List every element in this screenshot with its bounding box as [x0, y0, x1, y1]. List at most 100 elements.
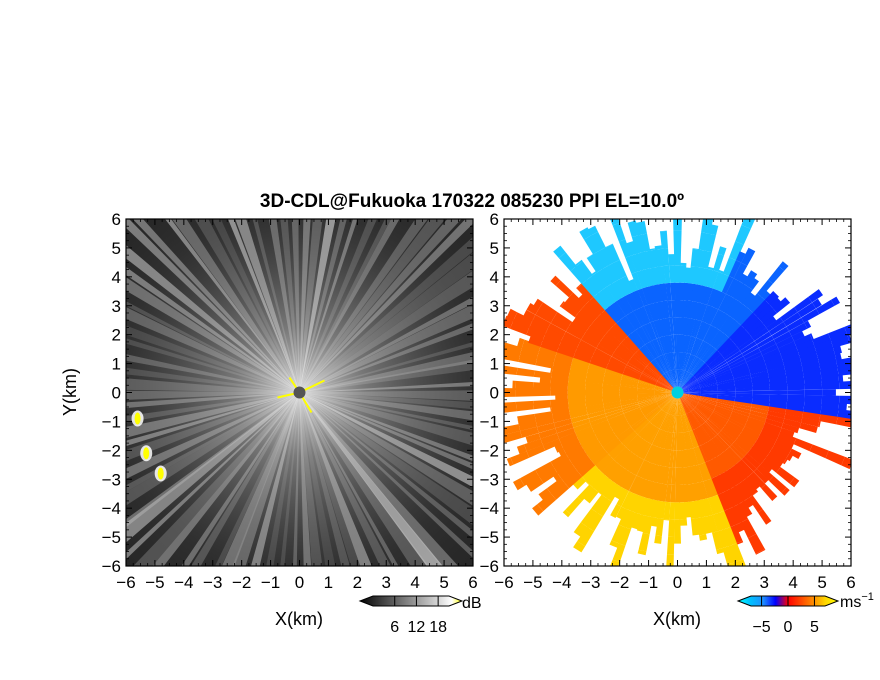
- velocity-colorbar-unit: ms−1: [840, 591, 874, 611]
- velocity-cell: [665, 397, 675, 413]
- velocity-cell: [660, 376, 674, 389]
- velocity-cell: [646, 499, 657, 518]
- y-tick-label: −4: [480, 499, 499, 518]
- y-tick-label: 1: [490, 355, 499, 374]
- intensity-panel: −6 −5 −4 −3 −2 −1 0 1 2 3 4 5 6 −6−5−4−3−2−10123456 …: [60, 210, 478, 629]
- x-tick-label: 5: [439, 573, 448, 592]
- velocity-cell: [661, 336, 668, 354]
- velocity-cell: [752, 386, 770, 391]
- velocity-cell: [766, 317, 784, 332]
- velocity-cell: [636, 252, 648, 271]
- velocity-cell: [656, 337, 665, 355]
- velocity-cell: [777, 431, 797, 445]
- velocity-cell: [717, 529, 730, 549]
- velocity-cell: [626, 362, 643, 374]
- velocity-cell: [641, 403, 658, 414]
- velocity-cell: [563, 440, 582, 455]
- velocity-cell: [629, 414, 645, 427]
- velocity-cell: [715, 373, 734, 382]
- velocity-cell: [735, 387, 753, 392]
- velocity-cell: [681, 377, 696, 389]
- velocity-cell: [570, 265, 588, 285]
- velocity-cell: [550, 406, 552, 412]
- velocity-cell: [695, 284, 704, 303]
- velocity-cell: [734, 559, 746, 566]
- velocity-cell: [645, 406, 661, 420]
- velocity-cell: [673, 432, 677, 451]
- velocity-cell: [632, 417, 648, 431]
- intensity-y-axis-title: Y(km): [60, 368, 80, 416]
- velocity-cell: [744, 422, 763, 434]
- velocity-cell: [687, 336, 694, 354]
- velocity-cell: [634, 221, 647, 236]
- velocity-cell: [753, 468, 769, 484]
- velocity-cell: [610, 325, 626, 341]
- velocity-cell: [679, 398, 685, 415]
- velocity-cell: [600, 337, 618, 352]
- velocity-cell: [538, 488, 552, 501]
- velocity-cell: [665, 335, 672, 353]
- velocity-cell: [638, 441, 650, 459]
- velocity-cell: [736, 334, 753, 349]
- velocity-cell: [552, 414, 571, 423]
- velocity-cell: [752, 299, 771, 318]
- velocity-cell: [628, 475, 641, 494]
- y-tick-label: −3: [102, 470, 121, 489]
- velocity-cell: [837, 364, 851, 376]
- velocity-cell: [683, 393, 700, 399]
- velocity-cell: [658, 378, 673, 390]
- velocity-cell: [681, 396, 695, 410]
- velocity-cell: [575, 426, 593, 437]
- velocity-cell: [632, 438, 646, 456]
- velocity-cell: [576, 343, 595, 356]
- velocity-cell: [776, 467, 795, 484]
- velocity-cell: [729, 359, 747, 370]
- velocity-cell: [583, 331, 601, 345]
- velocity-cell: [683, 393, 701, 398]
- y-tick-label: 6: [112, 210, 121, 229]
- velocity-cell: [687, 356, 697, 373]
- velocity-cell: [585, 327, 604, 342]
- velocity-cell: [664, 414, 672, 432]
- velocity-cell: [622, 403, 640, 411]
- velocity-cell: [735, 462, 751, 479]
- velocity-cell: [659, 230, 667, 232]
- velocity-cell: [605, 243, 613, 248]
- velocity-cell: [661, 431, 668, 449]
- velocity-cell: [592, 474, 610, 493]
- velocity-cell: [680, 372, 691, 388]
- velocity-cell: [638, 379, 656, 387]
- velocity-cell: [607, 441, 624, 457]
- velocity-cell: [755, 549, 766, 555]
- velocity-cell: [644, 406, 660, 418]
- velocity-cell: [705, 233, 716, 253]
- x-tick-label: 2: [353, 573, 362, 592]
- velocity-cell: [637, 388, 655, 392]
- velocity-colorbar-ticks: −5 0 5: [752, 596, 819, 636]
- velocity-cell: [624, 473, 637, 491]
- velocity-cell: [693, 363, 707, 377]
- velocity-cell: [636, 459, 648, 478]
- velocity-cell: [664, 397, 675, 413]
- velocity-cell: [748, 413, 767, 423]
- velocity-cell: [721, 490, 735, 510]
- velocity-cell: [678, 398, 683, 416]
- velocity-cell: [673, 230, 682, 248]
- velocity-cell: [584, 235, 601, 255]
- velocity-cell: [663, 373, 675, 388]
- velocity-cell: [695, 446, 706, 464]
- velocity-cell: [623, 407, 641, 416]
- velocity-cell: [713, 410, 730, 421]
- velocity-cell: [699, 398, 717, 404]
- velocity-cell: [584, 480, 590, 486]
- velocity-cell: [768, 406, 787, 415]
- velocity-cell: [654, 389, 672, 392]
- velocity-cell: [659, 355, 669, 372]
- velocity-cell: [553, 457, 573, 474]
- strong-echo: [143, 447, 150, 460]
- velocity-cell: [638, 381, 656, 387]
- velocity-cell: [667, 467, 673, 485]
- velocity-cell: [718, 391, 736, 394]
- velocity-cell: [677, 398, 678, 416]
- velocity-cell: [573, 352, 592, 364]
